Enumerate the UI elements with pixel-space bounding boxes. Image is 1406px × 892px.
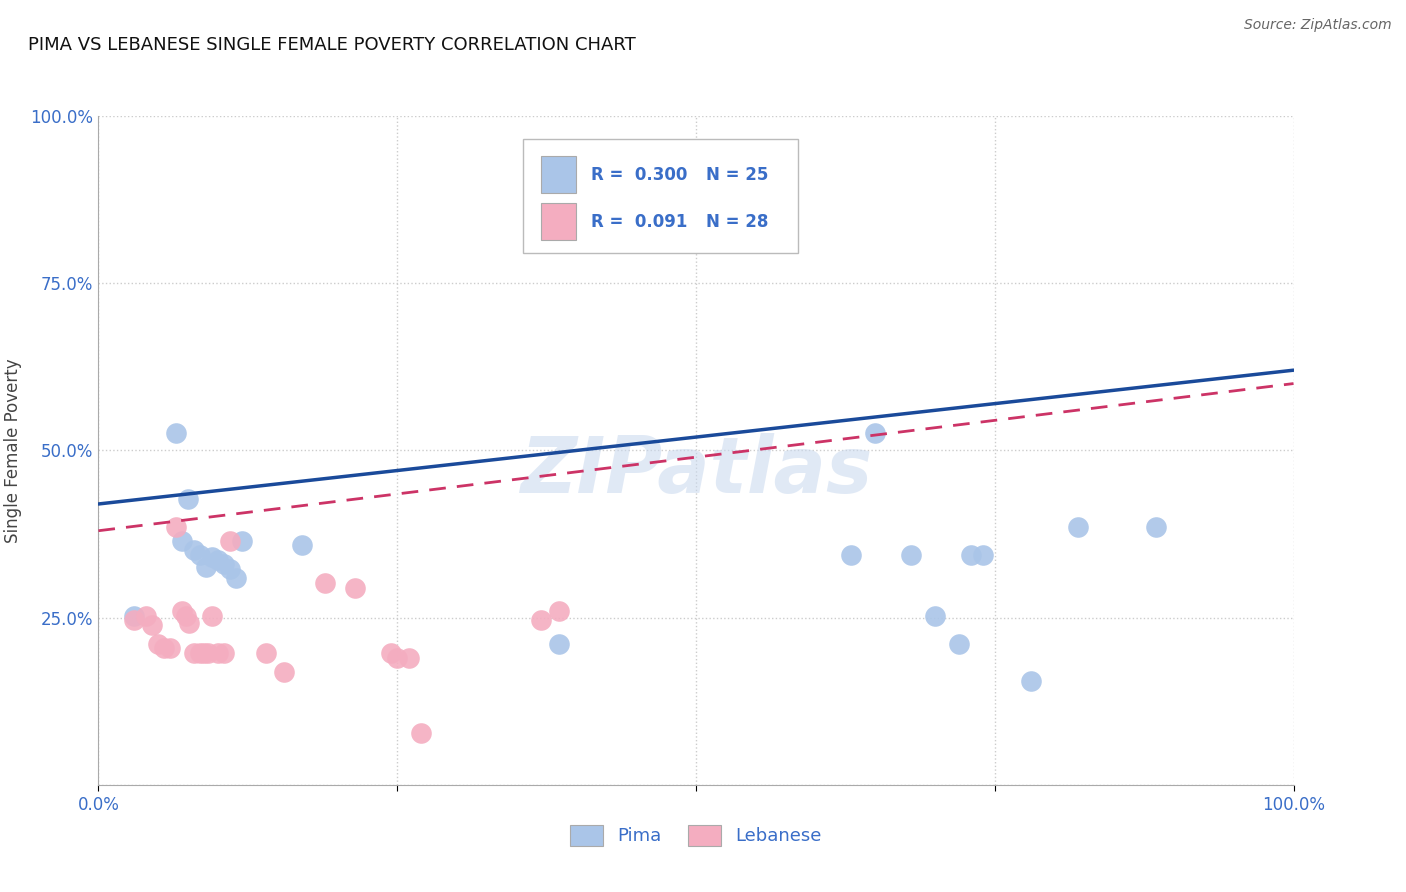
Y-axis label: Single Female Poverty: Single Female Poverty: [4, 359, 21, 542]
Point: [960, 403, 983, 417]
Point: [201, 490, 224, 504]
Point: [197, 544, 219, 558]
Point: [315, 443, 337, 458]
Point: [212, 544, 235, 558]
Text: N = 28: N = 28: [706, 212, 768, 231]
Point: [172, 384, 194, 398]
Point: [231, 384, 253, 398]
Point: [1019, 584, 1042, 599]
Point: [924, 490, 946, 504]
Point: [411, 657, 433, 672]
Point: [165, 229, 187, 244]
Point: [172, 483, 194, 498]
Point: [547, 530, 569, 544]
Point: [183, 544, 205, 558]
Point: [948, 530, 970, 544]
Point: [159, 537, 181, 551]
Point: [972, 403, 994, 417]
FancyBboxPatch shape: [523, 139, 797, 253]
Point: [1067, 363, 1090, 377]
Text: PIMA VS LEBANESE SINGLE FEMALE POVERTY CORRELATION CHART: PIMA VS LEBANESE SINGLE FEMALE POVERTY C…: [28, 36, 636, 54]
Point: [153, 537, 176, 551]
Point: [219, 424, 242, 438]
Point: [124, 490, 146, 504]
Point: [530, 497, 553, 511]
Point: [135, 490, 157, 504]
Legend: Pima, Lebanese: Pima, Lebanese: [562, 818, 830, 853]
Point: [865, 229, 887, 244]
Point: [201, 407, 224, 421]
Point: [141, 503, 163, 517]
Point: [207, 410, 229, 425]
Text: Source: ZipAtlas.com: Source: ZipAtlas.com: [1244, 18, 1392, 32]
Point: [188, 544, 211, 558]
Text: R =  0.091: R = 0.091: [591, 212, 688, 231]
Point: [219, 384, 242, 398]
Point: [1144, 363, 1167, 377]
Point: [225, 436, 247, 450]
Point: [398, 550, 420, 565]
Point: [254, 544, 277, 558]
Point: [547, 483, 569, 498]
Point: [165, 363, 187, 377]
Point: [207, 544, 229, 558]
Text: ZIPatlas: ZIPatlas: [520, 433, 872, 508]
Point: [188, 403, 211, 417]
Text: R =  0.300: R = 0.300: [591, 166, 688, 184]
Point: [177, 323, 200, 337]
Point: [212, 417, 235, 431]
Point: [148, 530, 170, 544]
Point: [344, 450, 367, 464]
Point: [273, 571, 295, 585]
Bar: [541, 156, 576, 193]
Point: [291, 390, 314, 404]
Point: [195, 420, 218, 434]
Point: [179, 500, 201, 515]
Point: [183, 396, 205, 410]
Point: [193, 544, 215, 558]
Bar: [541, 202, 576, 240]
Point: [900, 403, 922, 417]
Point: [841, 403, 863, 417]
Point: [124, 497, 146, 511]
Point: [380, 544, 402, 558]
Point: [385, 550, 409, 565]
Text: N = 25: N = 25: [706, 166, 768, 184]
Point: [174, 490, 197, 504]
